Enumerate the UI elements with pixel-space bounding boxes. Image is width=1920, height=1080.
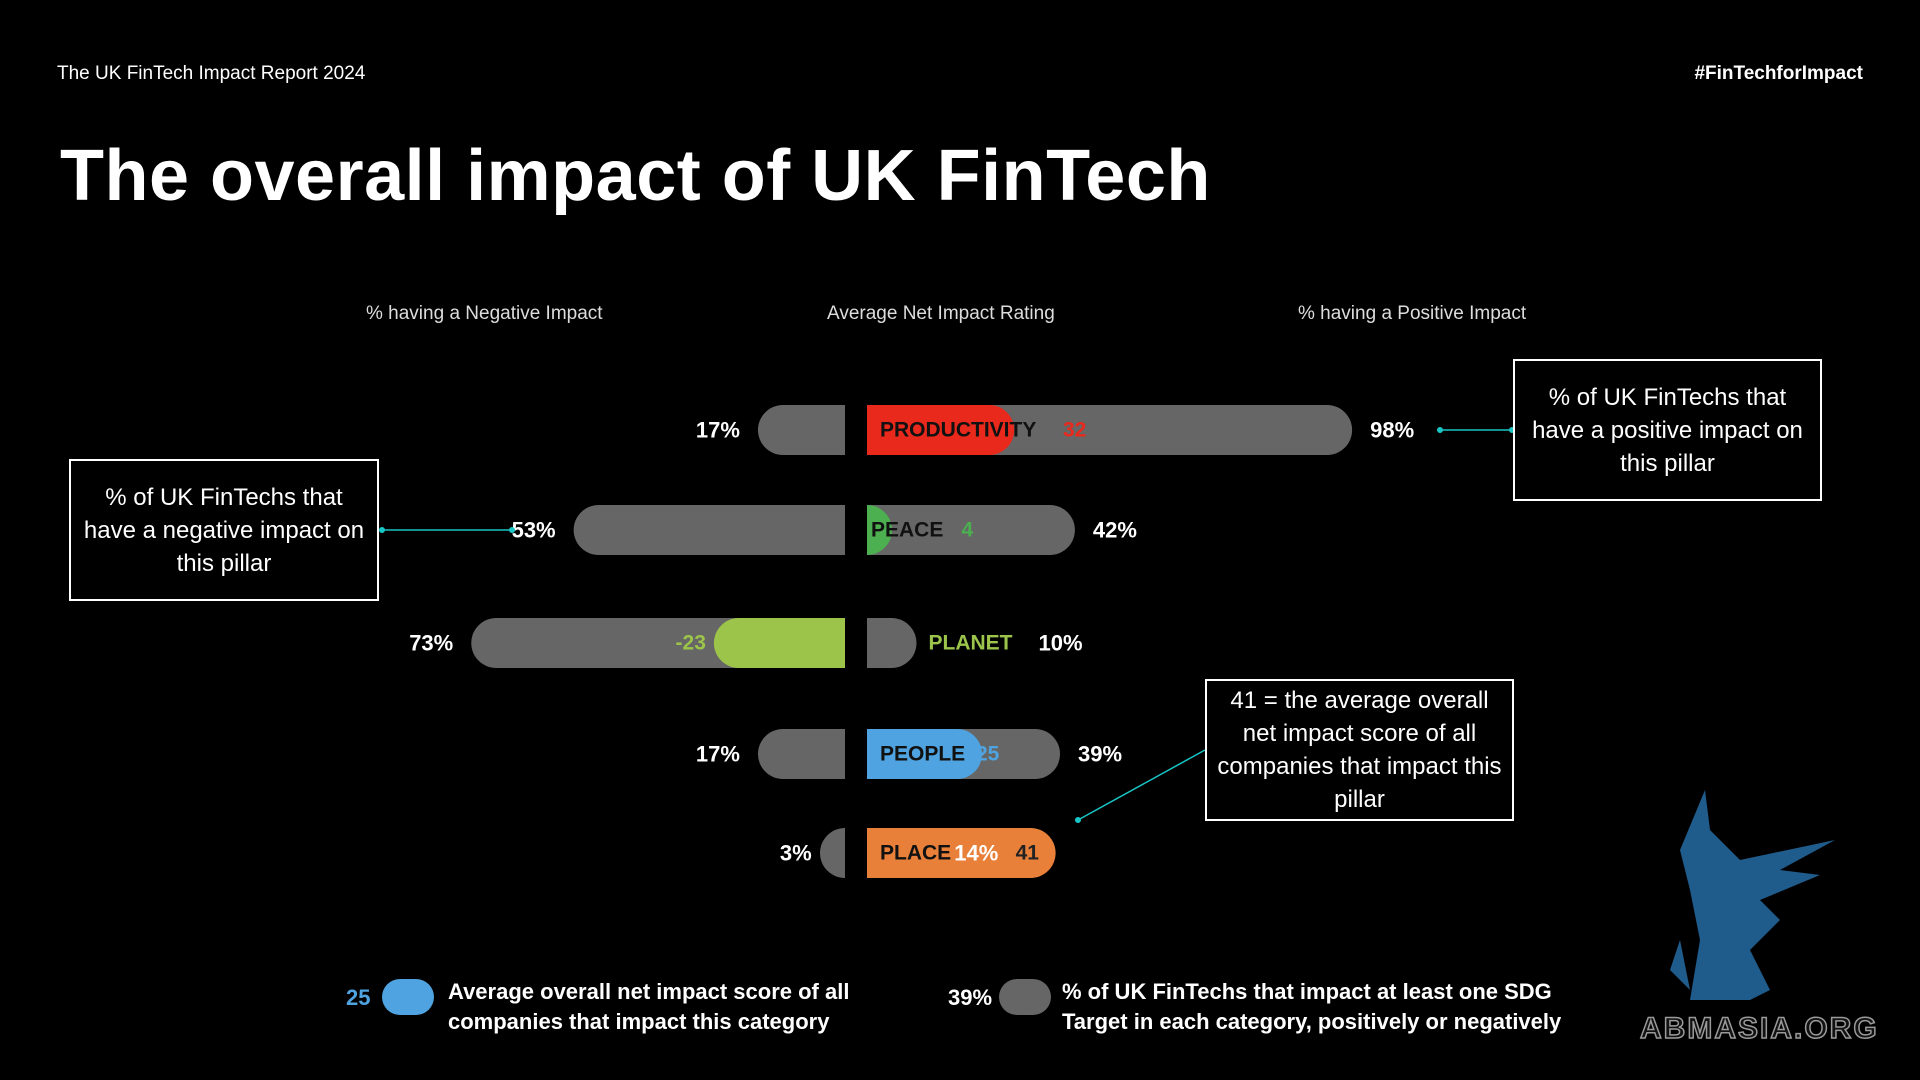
positive-callout-dot — [1437, 427, 1443, 433]
net-value-people: 25 — [976, 743, 1000, 766]
legend-score-value: 25 — [346, 985, 371, 1010]
net-value-planet: -23 — [676, 632, 706, 655]
average-callout-box: 41 = the average overall net impact scor… — [1205, 679, 1514, 821]
category-label-peace: PEACE — [871, 519, 943, 542]
positive-pct-planet: 10% — [1039, 631, 1083, 656]
category-label-productivity: PRODUCTIVITY — [880, 419, 1036, 442]
legend-score-swatch — [382, 979, 434, 1015]
net-fill-peace — [867, 505, 892, 555]
legend-share-swatch — [999, 979, 1051, 1015]
positive-pct-peace: 42% — [1093, 518, 1137, 543]
negative-impact-header: % having a Negative Impact — [366, 303, 603, 324]
hashtag: #FinTechforImpact — [1694, 63, 1863, 84]
watermark: ABMASIA.ORG — [1639, 1011, 1879, 1046]
legend-share-value: 39% — [948, 985, 993, 1010]
page-title: The overall impact of UK FinTech — [60, 136, 1211, 216]
negative-callout-box: % of UK FinTechs that have a negative im… — [69, 459, 379, 601]
negative-bar-peace — [573, 505, 845, 555]
category-label-people: PEOPLE — [880, 743, 965, 766]
net-fill-people — [867, 729, 982, 779]
net-fill-planet — [713, 618, 845, 668]
negative-pct-people: 17% — [696, 742, 740, 767]
net-value-peace: 4 — [962, 519, 974, 542]
report-name: The UK FinTech Impact Report 2024 — [57, 63, 366, 84]
negative-pct-peace: 53% — [512, 518, 556, 543]
negative-callout-dot-end — [509, 527, 515, 533]
net-value-place: 41 — [1016, 842, 1040, 865]
negative-pct-planet: 73% — [409, 631, 453, 656]
positive-impact-header: % having a Positive Impact — [1298, 303, 1527, 324]
legend-share-text: % of UK FinTechs that impact at least on… — [1062, 979, 1562, 1034]
average-callout-dot — [1075, 817, 1081, 823]
negative-bar-place — [820, 828, 845, 878]
net-value-productivity: 32 — [1063, 419, 1086, 442]
category-label-planet: PLANET — [929, 632, 1013, 655]
positive-pct-people: 39% — [1078, 742, 1122, 767]
positive-bar-planet — [867, 618, 917, 668]
negative-pct-productivity: 17% — [696, 418, 740, 443]
positive-pct-place: 14% — [954, 841, 998, 866]
griffin-logo — [1670, 790, 1835, 1000]
negative-pct-place: 3% — [780, 841, 812, 866]
callout-connectors — [379, 427, 1515, 823]
negative-bar-productivity — [757, 404, 845, 455]
net-fill-place — [867, 828, 1056, 878]
positive-bar-peace — [867, 505, 1075, 555]
net-impact-header: Average Net Impact Rating — [827, 303, 1055, 324]
legend-score-text: Average overall net impact score of all … — [448, 979, 850, 1034]
positive-pct-productivity: 98% — [1370, 418, 1414, 443]
negative-callout-dot — [379, 527, 385, 533]
average-callout-connector — [1077, 749, 1206, 821]
positive-callout-box: % of UK FinTechs that have a positive im… — [1513, 359, 1822, 501]
category-label-place: PLACE — [880, 842, 951, 865]
negative-bar-people — [757, 729, 845, 779]
net-fill-productivity — [867, 404, 1015, 455]
